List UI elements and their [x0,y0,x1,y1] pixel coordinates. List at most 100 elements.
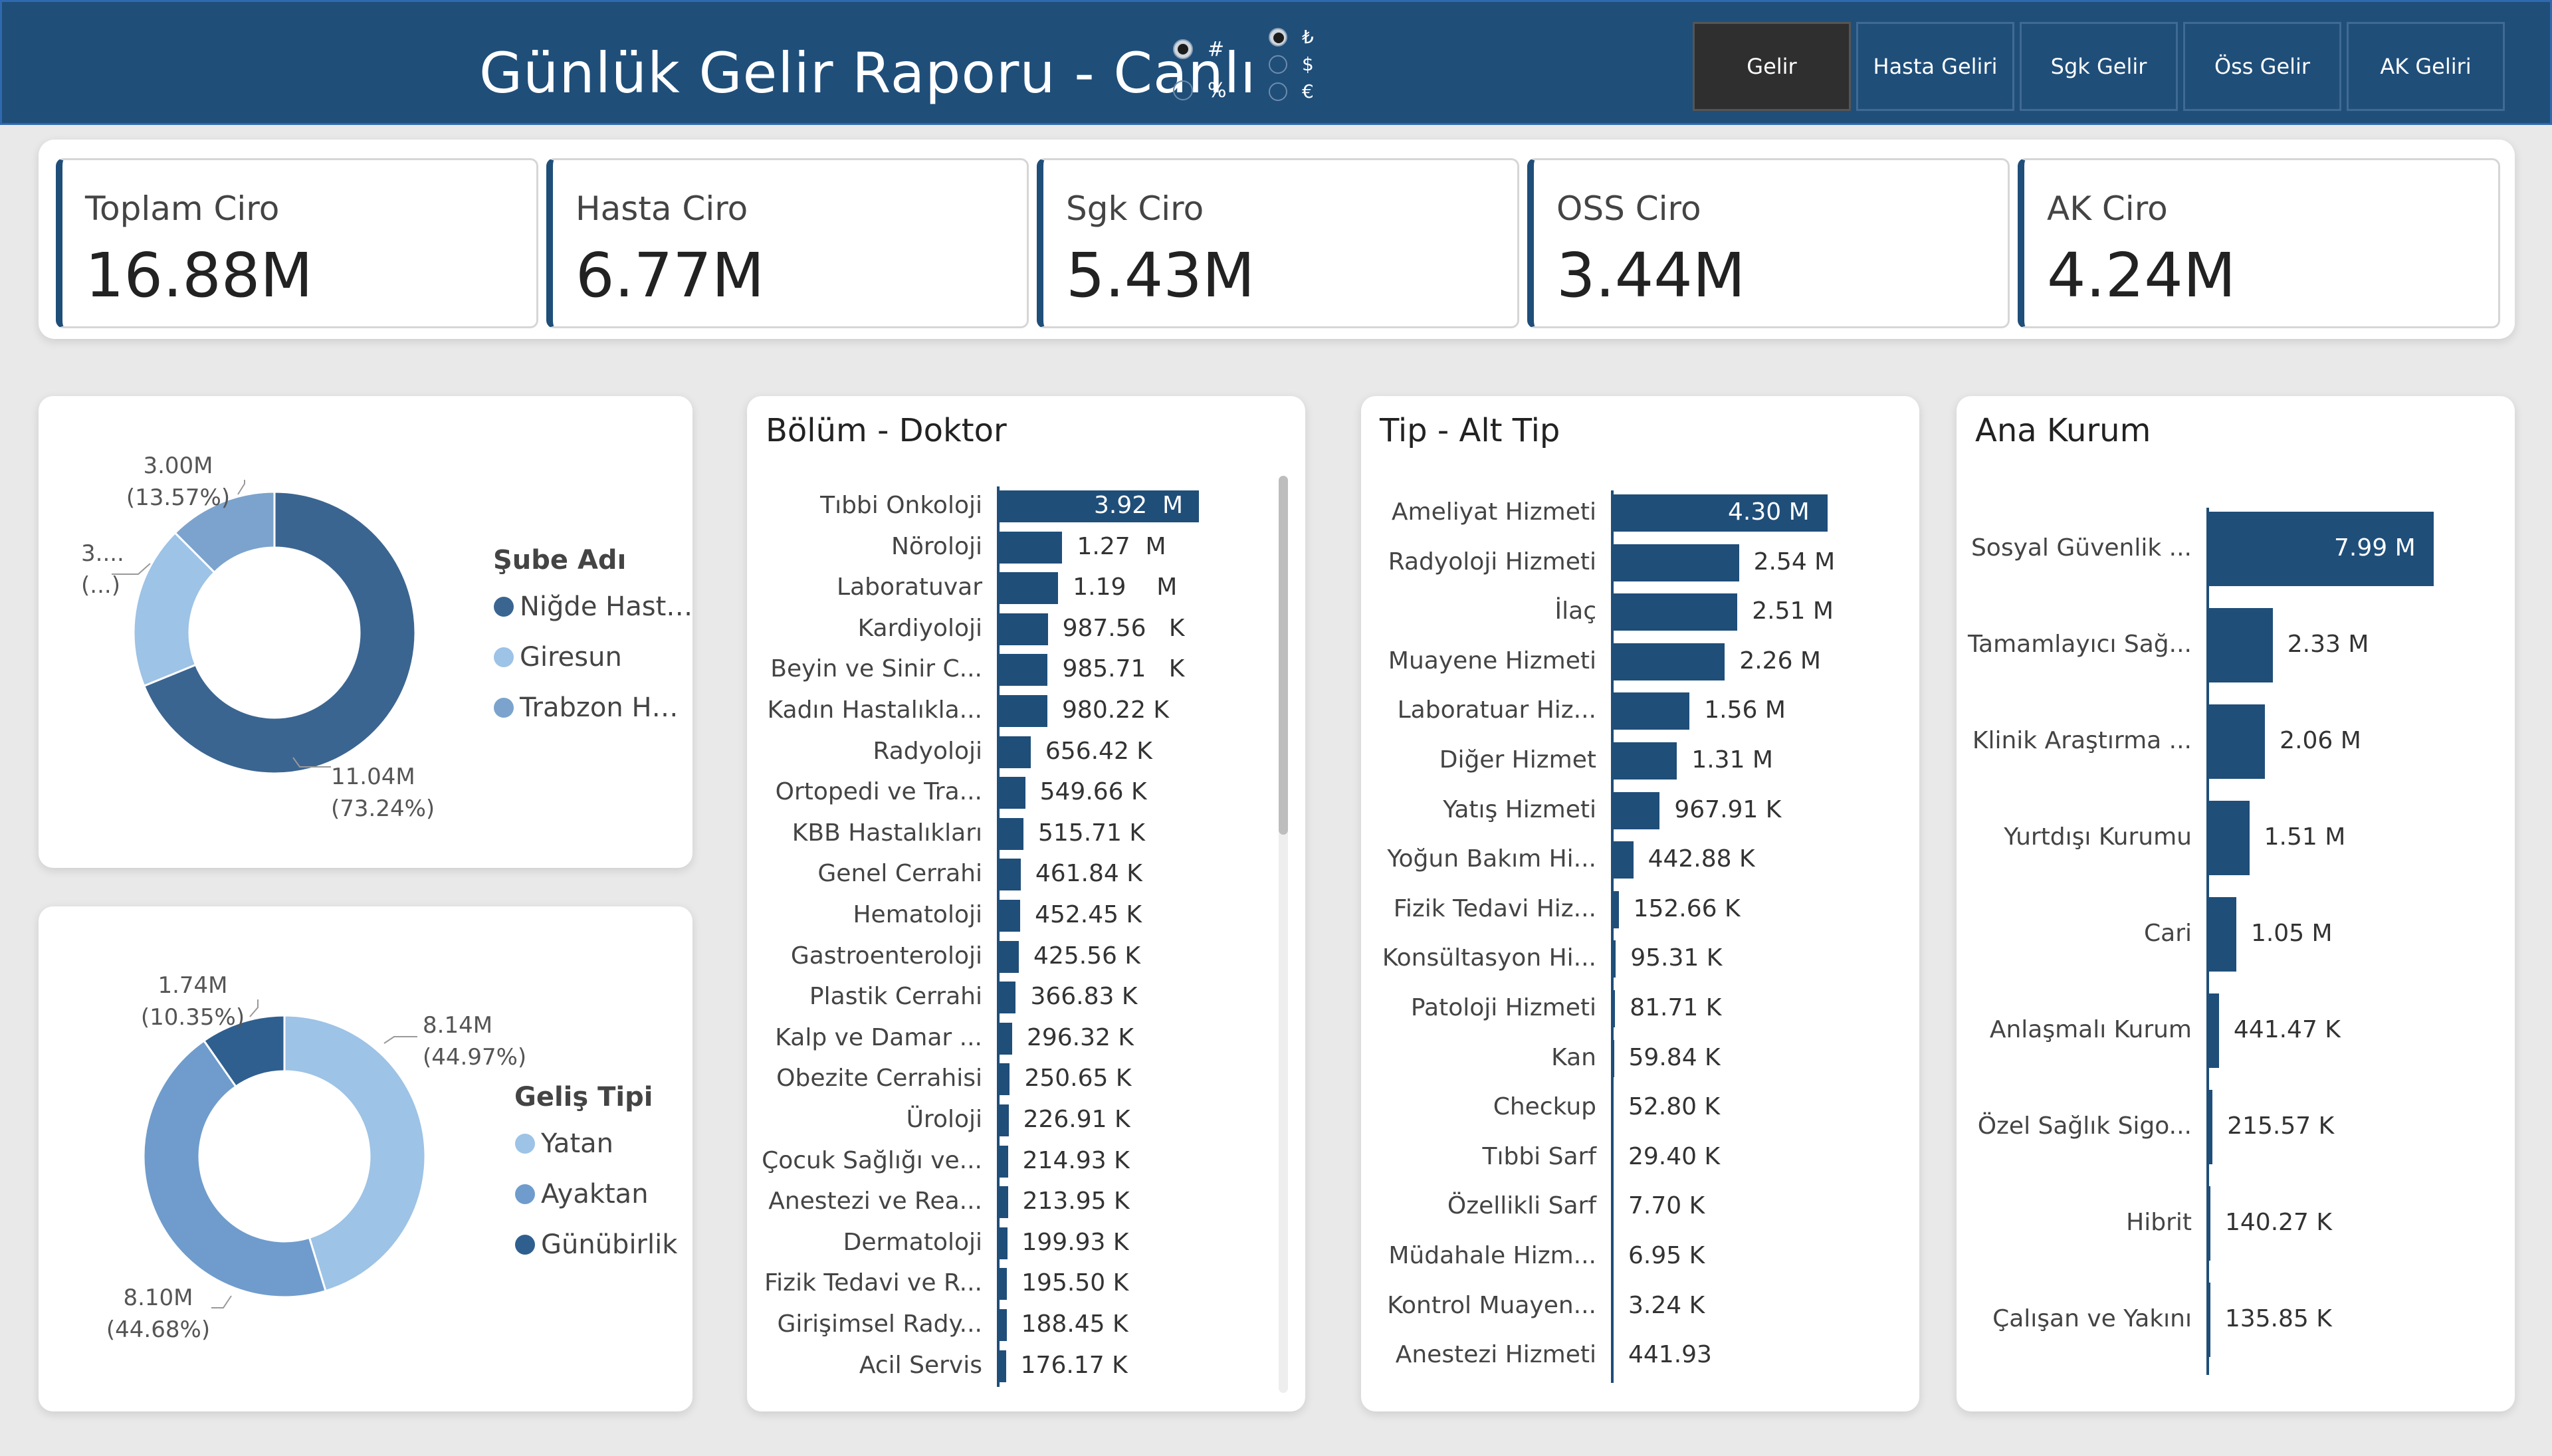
bar-category-label[interactable]: Anestezi Hizmeti [1395,1341,1596,1369]
bolum-scroll-thumb[interactable] [1279,476,1288,835]
bar-kbb-hastal-klar[interactable] [997,817,1023,850]
bar-sosyal-g-venlik[interactable] [2206,512,2434,586]
bar-obezite-cerrahisi[interactable] [997,1063,1010,1096]
legend-dot-icon[interactable] [494,698,514,718]
bar-patoloji-hizmeti[interactable] [1611,990,1616,1027]
bar-yat-hizmeti[interactable] [1611,791,1660,829]
radio-circle-icon[interactable] [1173,39,1193,59]
bar-hematoloji[interactable] [997,900,1021,932]
bar-beyin-ve-sinir-c[interactable] [997,654,1048,686]
bar-kons-ltasyon-hi[interactable] [1611,940,1616,978]
bar-category-label[interactable]: Beyin ve Sinir C... [770,655,982,683]
bar-m-dahale-hizm[interactable] [1611,1238,1614,1275]
bar-category-label[interactable]: Radyoloji [873,737,983,765]
bar-category-label[interactable]: Sosyal Güvenlik ... [1970,534,2192,562]
bar-ameliyat-hizmeti[interactable] [1611,494,1828,532]
kpi-card-oss-ciro[interactable]: OSS Ciro 3.44M [1527,158,2010,328]
bar-category-label[interactable]: Girişimsel Rady... [777,1310,982,1338]
bar-category-label[interactable]: Muayene Hizmeti [1388,647,1596,675]
bar-giri-imsel-rady[interactable] [997,1309,1007,1341]
bar-category-label[interactable]: Cari [2144,920,2192,947]
bar-muayene-hizmeti[interactable] [1611,643,1725,680]
bar-laboratuvar[interactable] [997,572,1059,605]
radio-circle-icon[interactable] [1269,82,1287,101]
bar-al-an-ve-yak-n[interactable] [2206,1283,2210,1357]
bar-fizik-tedavi-ve-r[interactable] [997,1268,1008,1300]
bar-hibrit[interactable] [2206,1186,2210,1261]
bar-laboratuar-hiz[interactable] [1611,692,1690,730]
bar-anestezi-hizmeti[interactable] [1611,1337,1614,1375]
donut-slice-g-n-birlik[interactable] [202,1014,286,1089]
bar-kan[interactable] [1611,1039,1614,1077]
bar-category-label[interactable]: Diğer Hizmet [1439,746,1596,774]
bar-category-label[interactable]: Kadın Hastalıkla... [767,696,982,724]
bar-dermatoloji[interactable] [997,1227,1008,1259]
legend-dot-icon[interactable] [494,647,514,667]
bar-category-label[interactable]: Dermatoloji [843,1228,982,1256]
mode-radio-option-1[interactable]: % [1173,70,1227,111]
bar-category-label[interactable]: Patoloji Hizmeti [1410,994,1596,1021]
bar-kontrol-muayen[interactable] [1611,1287,1614,1325]
bar-anla-mal-kurum[interactable] [2206,993,2219,1068]
donut-slice-yatan[interactable] [283,1014,427,1293]
kpi-card-hasta-ciro[interactable]: Hasta Ciro 6.77M [546,158,1029,328]
kpi-card-sgk-ciro[interactable]: Sgk Ciro 5.43M [1037,158,1519,328]
bar-klinik-ara-t-rma[interactable] [2206,704,2266,779]
bar-category-label[interactable]: Çalışan ve Yakını [1992,1305,2192,1332]
legend-dot-icon[interactable] [515,1235,535,1255]
legend-item-trabzon-h[interactable]: Trabzon H… [519,692,679,723]
bar-category-label[interactable]: Kardiyoloji [857,614,982,642]
bar-t-bbi-sarf[interactable] [1611,1138,1614,1176]
bar-category-label[interactable]: Laboratuvar [837,573,982,601]
donut-slice-trabzon-h[interactable] [173,490,276,574]
bar-checkup[interactable] [1611,1089,1614,1127]
legend-item-ni-de-hast[interactable]: Niğde Hast… [520,591,692,622]
nav-button-ss-gelir[interactable]: Öss Gelir [2183,22,2341,111]
bar-category-label[interactable]: Kontrol Muayen... [1387,1291,1596,1319]
currency-radio-option-2[interactable]: € [1269,78,1314,105]
radio-circle-icon[interactable] [1269,54,1287,74]
bar-category-label[interactable]: Acil Servis [859,1351,982,1379]
bar-category-label[interactable]: Özellikli Sarf [1447,1192,1596,1220]
bar-category-label[interactable]: Tamamlayıcı Sağ... [1968,631,2192,658]
bar-category-label[interactable]: Kan [1551,1043,1596,1071]
bar-gastroenteroloji[interactable] [997,940,1019,973]
bar-anestezi-ve-rea[interactable] [997,1186,1008,1219]
bar-ortopedi-ve-tra[interactable] [997,777,1025,809]
bar-plastik-cerrahi[interactable] [997,982,1016,1014]
bar-category-label[interactable]: Genel Cerrahi [817,860,982,888]
bar-kalp-ve-damar[interactable] [997,1022,1012,1055]
currency-radio-option-1[interactable]: $ [1269,51,1314,78]
bolum-scrollbar[interactable] [1279,476,1288,1393]
radio-circle-icon[interactable] [1173,80,1193,100]
bar-category-label[interactable]: Kalp ve Damar ... [775,1023,982,1051]
kpi-card-ak-ciro[interactable]: AK Ciro 4.24M [2018,158,2500,328]
bar-yurtd-kurumu[interactable] [2206,801,2250,875]
bar-category-label[interactable]: Checkup [1493,1093,1596,1121]
bar-category-label[interactable]: Fizik Tedavi Hiz... [1393,894,1596,922]
bar-category-label[interactable]: Klinik Araştırma ... [1972,727,2192,754]
bar-radyoloji-hizmeti[interactable] [1611,544,1739,581]
currency-radio-option-0[interactable]: ₺ [1269,23,1314,51]
bar-category-label[interactable]: KBB Hastalıkları [792,819,982,847]
bar-yo-un-bak-m-hi[interactable] [1611,841,1634,879]
donut-slice-giresun[interactable] [132,531,216,688]
bar-category-label[interactable]: Anestezi ve Rea... [768,1188,982,1215]
bar-category-label[interactable]: Özel Sağlık Sigo... [1977,1112,2192,1140]
bar-category-label[interactable]: Yatış Hizmeti [1443,795,1596,823]
bar-kardiyoloji[interactable] [997,613,1048,645]
bar-category-label[interactable]: Nöroloji [891,532,982,560]
bar-cari[interactable] [2206,897,2236,972]
bar-t-bbi-onkoloji[interactable] [997,490,1199,522]
bar-category-label[interactable]: Fizik Tedavi ve R... [764,1269,982,1297]
bar-acil-servis[interactable] [997,1350,1006,1382]
legend-item-g-n-birlik[interactable]: Günübirlik [541,1229,678,1260]
bar-category-label[interactable]: Üroloji [906,1106,982,1133]
bar-kad-n-hastal-kla[interactable] [997,695,1048,727]
bar-roloji[interactable] [997,1104,1009,1136]
bar-category-label[interactable]: Hibrit [2126,1209,2192,1236]
bar-genel-cerrahi[interactable] [997,859,1021,891]
radio-circle-icon[interactable] [1269,27,1287,47]
bar-n-roloji[interactable] [997,531,1063,564]
bar-fizik-tedavi-hiz[interactable] [1611,890,1619,928]
